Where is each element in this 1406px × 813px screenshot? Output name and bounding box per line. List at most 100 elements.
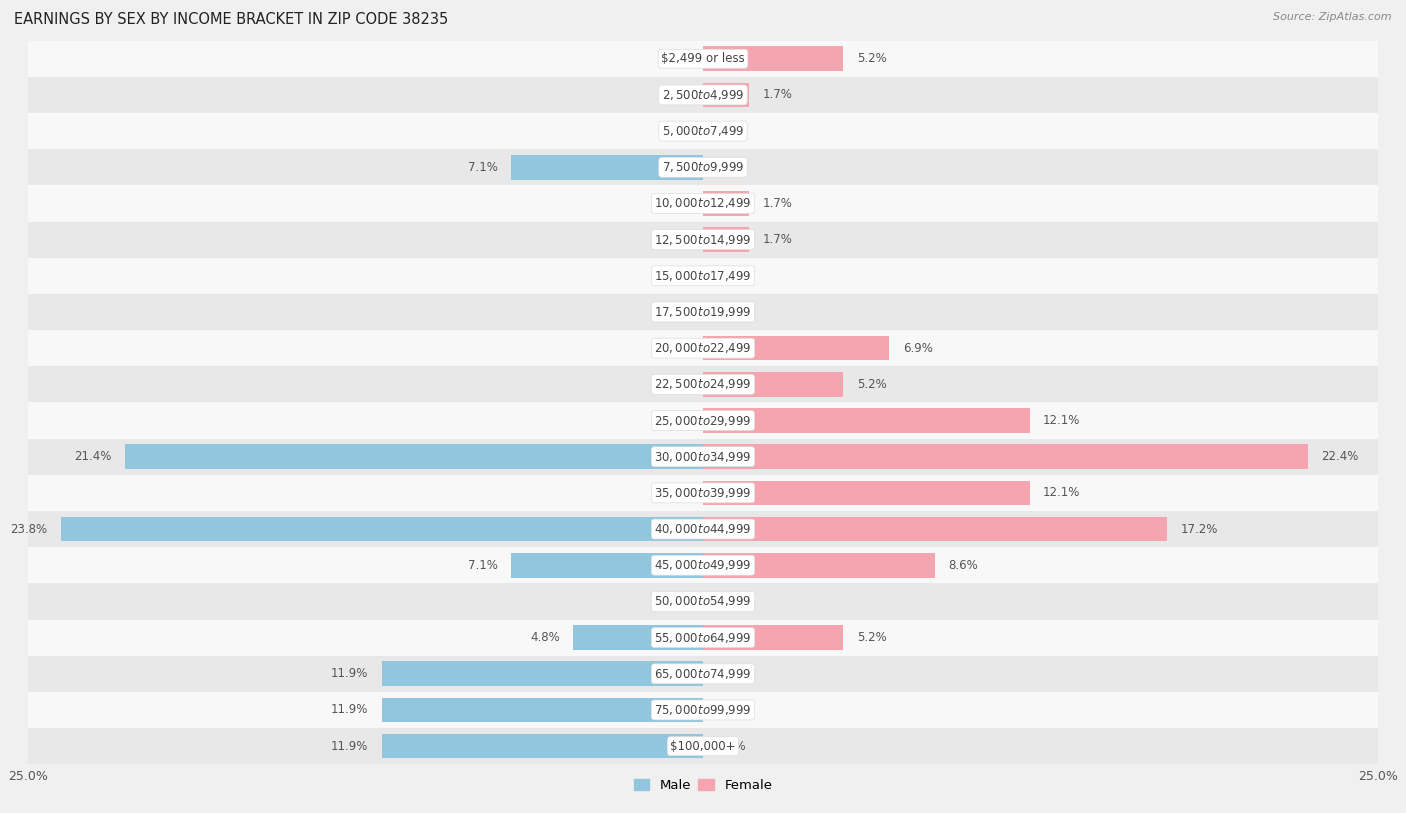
Text: 5.2%: 5.2% bbox=[856, 52, 887, 65]
Text: 0.0%: 0.0% bbox=[659, 306, 689, 319]
Text: 0.0%: 0.0% bbox=[659, 52, 689, 65]
Bar bbox=[125, 445, 703, 469]
Text: $2,500 to $4,999: $2,500 to $4,999 bbox=[662, 88, 744, 102]
Bar bbox=[703, 336, 889, 360]
Bar bbox=[28, 655, 1378, 692]
Text: $100,000+: $100,000+ bbox=[671, 740, 735, 753]
Bar bbox=[28, 620, 1378, 655]
Text: $12,500 to $14,999: $12,500 to $14,999 bbox=[654, 233, 752, 246]
Bar bbox=[703, 480, 1029, 505]
Text: 5.2%: 5.2% bbox=[856, 631, 887, 644]
Text: $50,000 to $54,999: $50,000 to $54,999 bbox=[654, 594, 752, 608]
Text: $10,000 to $12,499: $10,000 to $12,499 bbox=[654, 197, 752, 211]
Text: $75,000 to $99,999: $75,000 to $99,999 bbox=[654, 703, 752, 717]
Text: 0.0%: 0.0% bbox=[659, 486, 689, 499]
Bar bbox=[60, 517, 703, 541]
Text: 7.1%: 7.1% bbox=[468, 161, 498, 174]
Bar bbox=[28, 728, 1378, 764]
Text: 0.0%: 0.0% bbox=[659, 89, 689, 102]
Bar bbox=[703, 83, 749, 107]
Text: EARNINGS BY SEX BY INCOME BRACKET IN ZIP CODE 38235: EARNINGS BY SEX BY INCOME BRACKET IN ZIP… bbox=[14, 12, 449, 27]
Text: 17.2%: 17.2% bbox=[1181, 523, 1218, 536]
Text: 0.0%: 0.0% bbox=[659, 233, 689, 246]
Text: 11.9%: 11.9% bbox=[330, 667, 368, 680]
Bar bbox=[28, 222, 1378, 258]
Legend: Male, Female: Male, Female bbox=[628, 774, 778, 798]
Text: 0.0%: 0.0% bbox=[717, 595, 747, 608]
Text: 12.1%: 12.1% bbox=[1043, 486, 1081, 499]
Text: 11.9%: 11.9% bbox=[330, 703, 368, 716]
Bar bbox=[28, 294, 1378, 330]
Text: $5,000 to $7,499: $5,000 to $7,499 bbox=[662, 124, 744, 138]
Text: 0.0%: 0.0% bbox=[659, 595, 689, 608]
Bar bbox=[28, 547, 1378, 584]
Bar bbox=[28, 511, 1378, 547]
Bar bbox=[703, 408, 1029, 433]
Text: $35,000 to $39,999: $35,000 to $39,999 bbox=[654, 486, 752, 500]
Bar bbox=[512, 155, 703, 180]
Text: $22,500 to $24,999: $22,500 to $24,999 bbox=[654, 377, 752, 391]
Text: 21.4%: 21.4% bbox=[75, 450, 112, 463]
Bar bbox=[28, 150, 1378, 185]
Bar bbox=[382, 662, 703, 686]
Text: 0.0%: 0.0% bbox=[717, 269, 747, 282]
Text: $15,000 to $17,499: $15,000 to $17,499 bbox=[654, 269, 752, 283]
Text: 1.7%: 1.7% bbox=[762, 89, 792, 102]
Bar bbox=[28, 330, 1378, 366]
Text: 23.8%: 23.8% bbox=[10, 523, 46, 536]
Bar bbox=[28, 366, 1378, 402]
Bar bbox=[703, 553, 935, 577]
Text: 5.2%: 5.2% bbox=[856, 378, 887, 391]
Text: 12.1%: 12.1% bbox=[1043, 414, 1081, 427]
Bar bbox=[28, 439, 1378, 475]
Bar bbox=[28, 41, 1378, 77]
Bar bbox=[382, 698, 703, 722]
Bar bbox=[28, 258, 1378, 294]
Text: 0.0%: 0.0% bbox=[659, 341, 689, 354]
Bar bbox=[703, 517, 1167, 541]
Text: 6.9%: 6.9% bbox=[903, 341, 932, 354]
Bar bbox=[703, 372, 844, 397]
Bar bbox=[703, 46, 844, 71]
Bar bbox=[703, 191, 749, 215]
Text: $65,000 to $74,999: $65,000 to $74,999 bbox=[654, 667, 752, 680]
Bar bbox=[28, 475, 1378, 511]
Text: 0.0%: 0.0% bbox=[717, 161, 747, 174]
Text: $17,500 to $19,999: $17,500 to $19,999 bbox=[654, 305, 752, 319]
Text: 0.0%: 0.0% bbox=[717, 667, 747, 680]
Bar bbox=[382, 734, 703, 759]
Text: $55,000 to $64,999: $55,000 to $64,999 bbox=[654, 631, 752, 645]
Text: Source: ZipAtlas.com: Source: ZipAtlas.com bbox=[1274, 12, 1392, 22]
Bar bbox=[512, 553, 703, 577]
Text: 0.0%: 0.0% bbox=[659, 124, 689, 137]
Bar bbox=[574, 625, 703, 650]
Bar bbox=[703, 228, 749, 252]
Text: $45,000 to $49,999: $45,000 to $49,999 bbox=[654, 559, 752, 572]
Text: 1.7%: 1.7% bbox=[762, 233, 792, 246]
Text: 8.6%: 8.6% bbox=[949, 559, 979, 572]
Bar bbox=[703, 445, 1308, 469]
Bar bbox=[28, 77, 1378, 113]
Text: $2,499 or less: $2,499 or less bbox=[661, 52, 745, 65]
Text: $40,000 to $44,999: $40,000 to $44,999 bbox=[654, 522, 752, 536]
Text: 7.1%: 7.1% bbox=[468, 559, 498, 572]
Text: 0.0%: 0.0% bbox=[717, 124, 747, 137]
Text: 11.9%: 11.9% bbox=[330, 740, 368, 753]
Bar bbox=[28, 185, 1378, 221]
Bar bbox=[703, 625, 844, 650]
Text: 4.8%: 4.8% bbox=[530, 631, 560, 644]
Bar bbox=[28, 584, 1378, 620]
Text: 0.0%: 0.0% bbox=[659, 378, 689, 391]
Text: 0.0%: 0.0% bbox=[659, 414, 689, 427]
Text: 0.0%: 0.0% bbox=[717, 740, 747, 753]
Text: $7,500 to $9,999: $7,500 to $9,999 bbox=[662, 160, 744, 174]
Text: 22.4%: 22.4% bbox=[1322, 450, 1358, 463]
Bar bbox=[28, 402, 1378, 439]
Text: 0.0%: 0.0% bbox=[659, 269, 689, 282]
Bar bbox=[28, 692, 1378, 728]
Text: 1.7%: 1.7% bbox=[762, 197, 792, 210]
Text: 0.0%: 0.0% bbox=[717, 703, 747, 716]
Text: $20,000 to $22,499: $20,000 to $22,499 bbox=[654, 341, 752, 355]
Text: $30,000 to $34,999: $30,000 to $34,999 bbox=[654, 450, 752, 463]
Bar bbox=[28, 113, 1378, 150]
